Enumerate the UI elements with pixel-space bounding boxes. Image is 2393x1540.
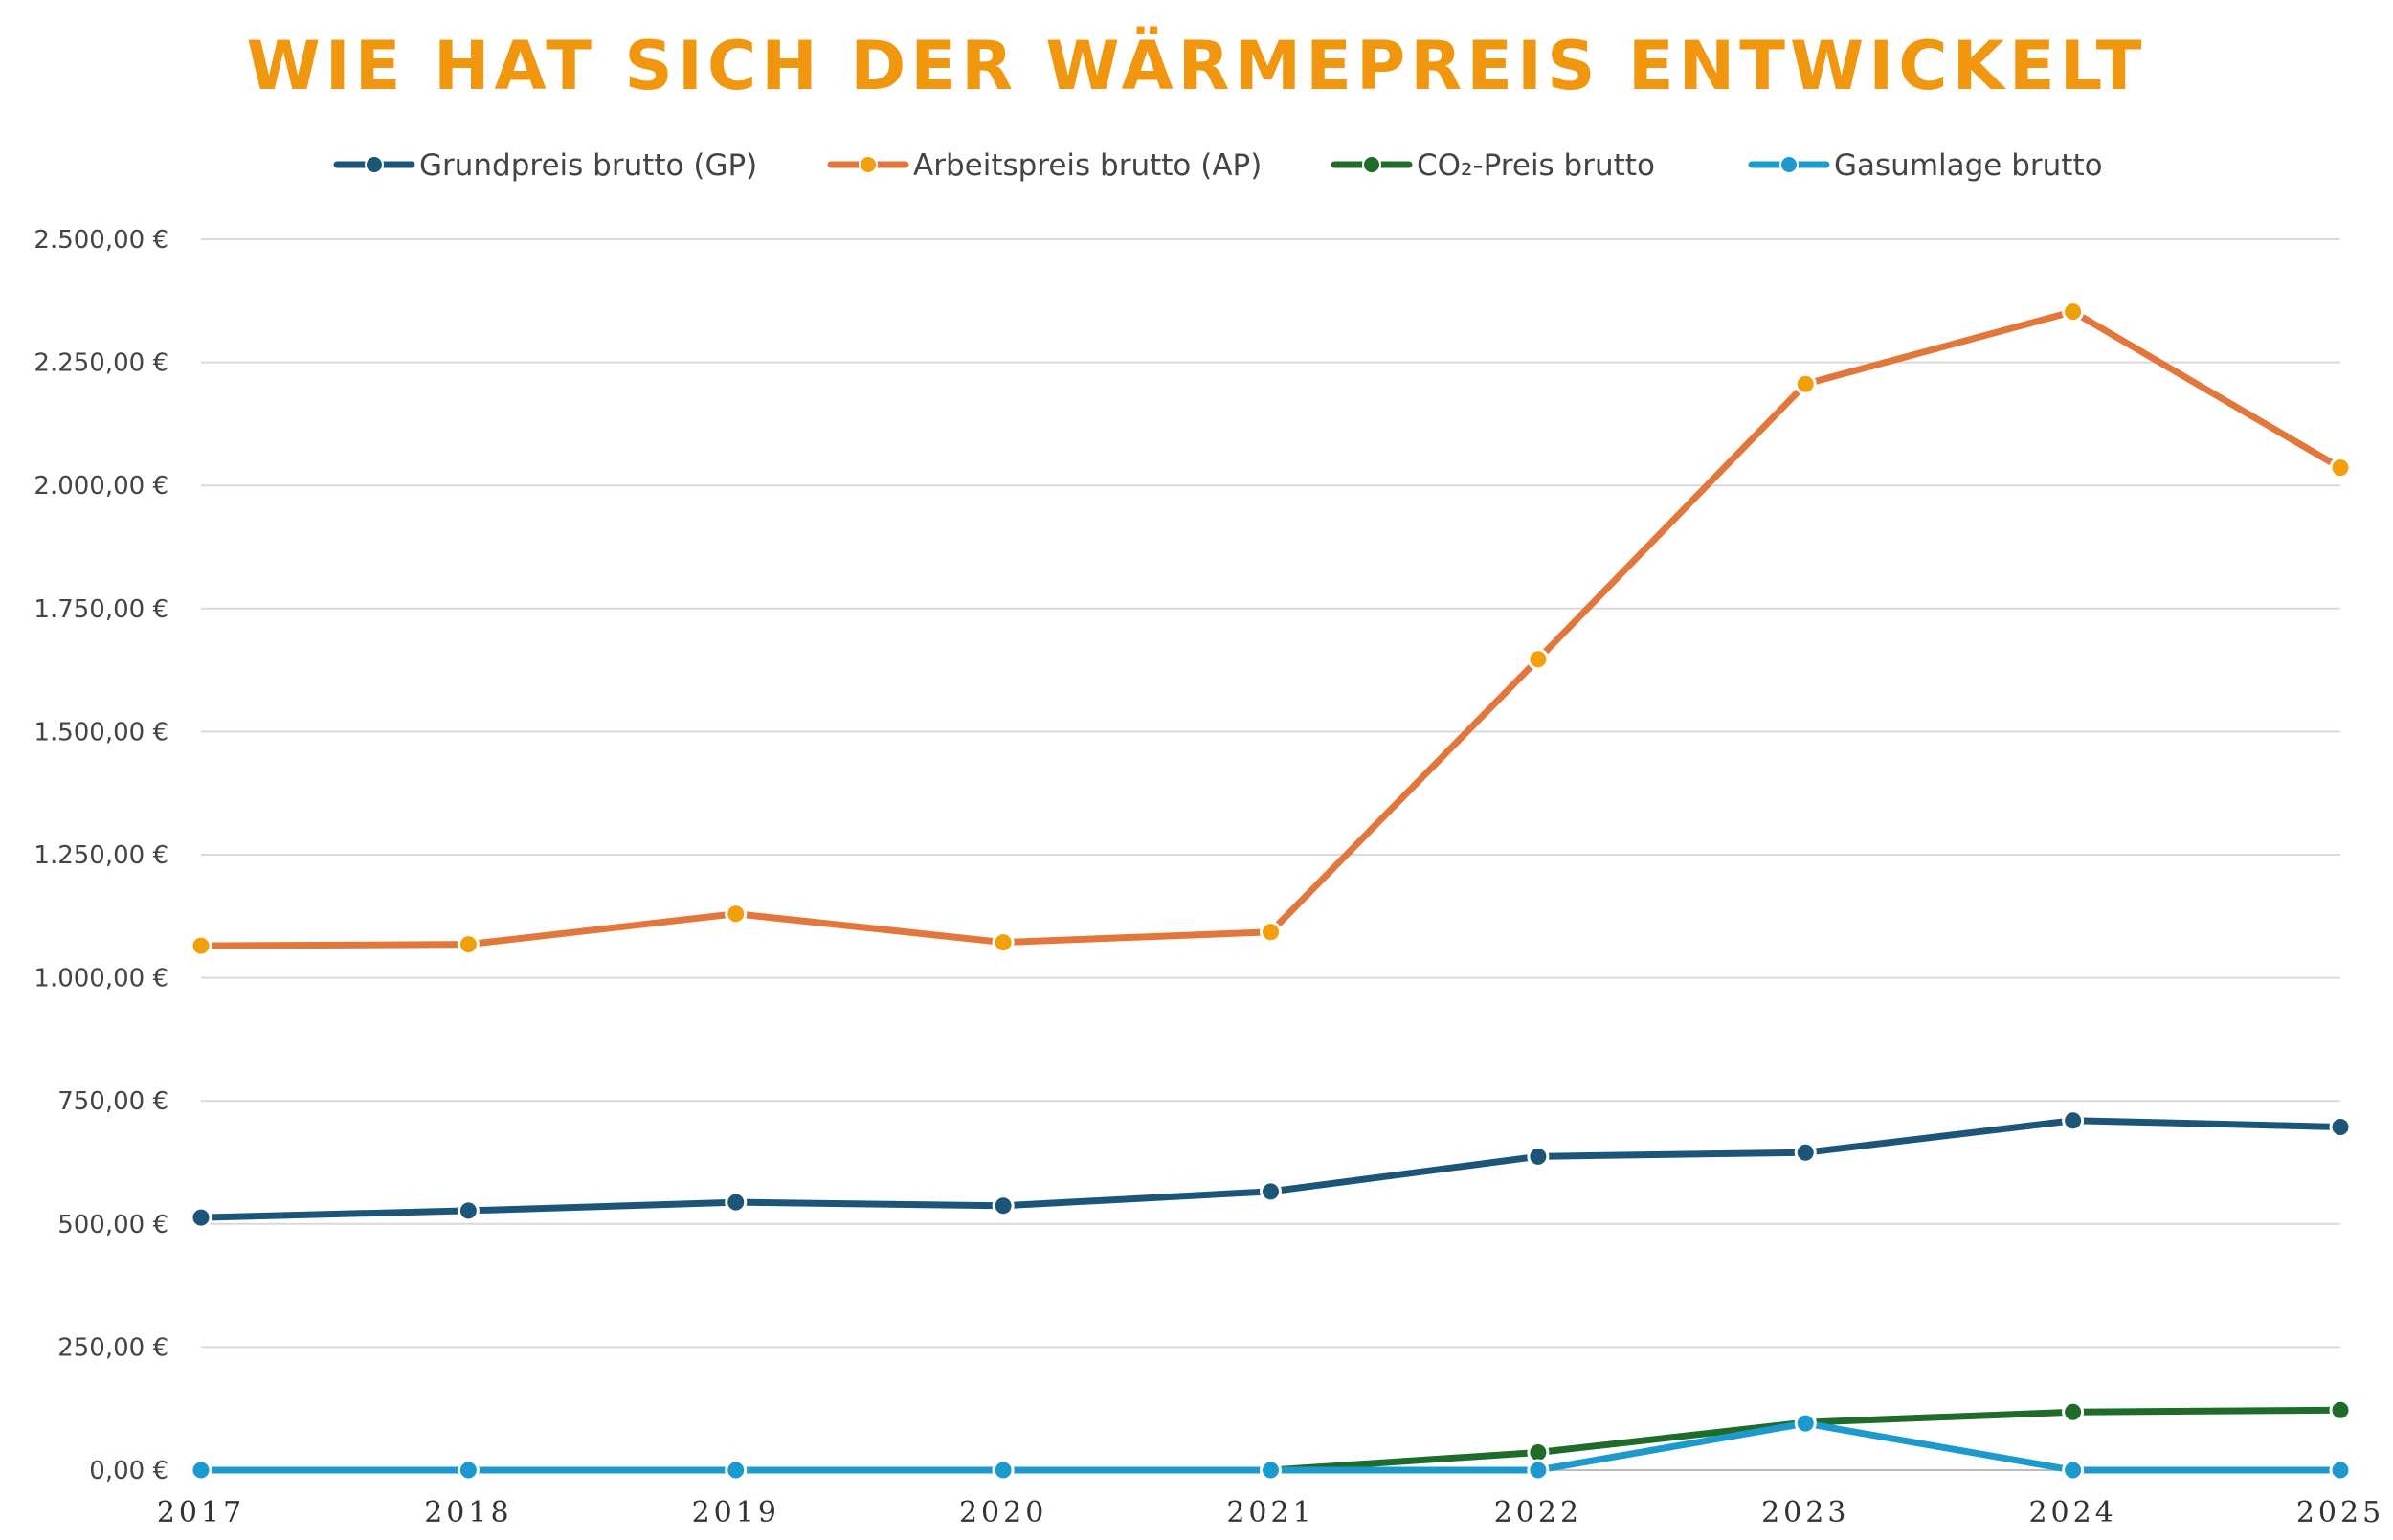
data-point xyxy=(190,1206,212,1229)
y-tick-label: 2.000,00 € xyxy=(34,472,168,501)
x-tick-label: 2021 xyxy=(1226,1496,1314,1529)
data-point xyxy=(1260,921,1282,944)
data-point xyxy=(2329,1115,2352,1138)
x-tick-label: 2020 xyxy=(959,1496,1047,1529)
y-tick-label: 1.000,00 € xyxy=(34,965,168,993)
series-group xyxy=(190,301,2352,1482)
gridlines xyxy=(201,238,2340,1471)
data-point xyxy=(1260,1180,1282,1203)
data-point xyxy=(2062,1400,2085,1423)
legend-item: Arbeitspreis brutto (AP) xyxy=(827,148,1262,183)
data-point xyxy=(190,934,212,957)
data-point xyxy=(2329,1459,2352,1482)
legend-item: Gasumlage brutto xyxy=(1748,148,2103,183)
legend-label: Grundpreis brutto (GP) xyxy=(419,148,757,183)
data-point xyxy=(992,1194,1015,1217)
chart-title: WIE HAT SICH DER WÄRMEPREIS ENTWICKELT xyxy=(246,27,2147,105)
y-axis-ticks: 0,00 € 250,00 € 500,00 € 750,00 € 1.000,00 €… xyxy=(34,226,168,1485)
data-point xyxy=(2062,1459,2085,1482)
data-point xyxy=(457,1199,480,1222)
y-tick-label: 2.500,00 € xyxy=(34,226,168,255)
data-point xyxy=(1260,1459,1282,1482)
legend-item: CO₂-Preis brutto xyxy=(1331,148,1655,183)
x-tick-label: 2017 xyxy=(157,1496,245,1529)
legend-item: Grundpreis brutto (GP) xyxy=(333,148,757,183)
data-point xyxy=(725,1191,748,1214)
legend-label: CO₂-Preis brutto xyxy=(1417,148,1655,183)
data-point xyxy=(2329,1398,2352,1421)
x-tick-label: 2023 xyxy=(1761,1496,1849,1529)
data-point xyxy=(2062,1109,2085,1132)
data-point xyxy=(992,931,1015,954)
legend-label: Gasumlage brutto xyxy=(1834,148,2103,183)
data-point xyxy=(1794,1141,1817,1164)
x-tick-label: 2019 xyxy=(692,1496,780,1529)
legend-label: Arbeitspreis brutto (AP) xyxy=(913,148,1262,183)
y-tick-label: 500,00 € xyxy=(57,1211,168,1239)
data-point xyxy=(457,1459,480,1482)
data-point xyxy=(1794,372,1817,395)
legend: Grundpreis brutto (GP) Arbeitspreis brutt… xyxy=(333,148,2103,183)
data-point xyxy=(725,1459,748,1482)
data-point xyxy=(725,903,748,926)
data-point xyxy=(190,1459,212,1482)
data-point xyxy=(1527,1459,1550,1482)
x-tick-label: 2024 xyxy=(2028,1496,2116,1529)
data-point xyxy=(2062,301,2085,324)
data-point xyxy=(992,1459,1015,1482)
y-tick-label: 0,00 € xyxy=(89,1457,168,1485)
data-point xyxy=(1527,1145,1550,1168)
data-point xyxy=(1527,648,1550,671)
series-line xyxy=(197,1117,2344,1221)
y-tick-label: 750,00 € xyxy=(57,1087,168,1116)
legend-swatch-marker xyxy=(1362,155,1381,174)
x-tick-label: 2022 xyxy=(1494,1496,1582,1529)
x-tick-label: 2025 xyxy=(2296,1496,2384,1529)
legend-swatch-marker xyxy=(859,155,878,174)
y-tick-label: 1.250,00 € xyxy=(34,841,168,870)
data-point xyxy=(2329,457,2352,480)
y-tick-label: 2.250,00 € xyxy=(34,349,168,378)
y-tick-label: 1.750,00 € xyxy=(34,595,168,624)
x-axis-ticks: 2017 2018 2019 2020 2021 2022 2023 2024 2025 xyxy=(157,1496,2384,1529)
y-tick-label: 1.500,00 € xyxy=(34,718,168,747)
y-tick-label: 250,00 € xyxy=(57,1333,168,1362)
legend-swatch-marker xyxy=(1779,155,1799,174)
x-tick-label: 2018 xyxy=(424,1496,512,1529)
data-point xyxy=(457,933,480,956)
data-point xyxy=(1527,1440,1550,1463)
legend-swatch-marker xyxy=(365,155,384,174)
series-line xyxy=(197,308,2344,949)
data-point xyxy=(1794,1412,1817,1435)
